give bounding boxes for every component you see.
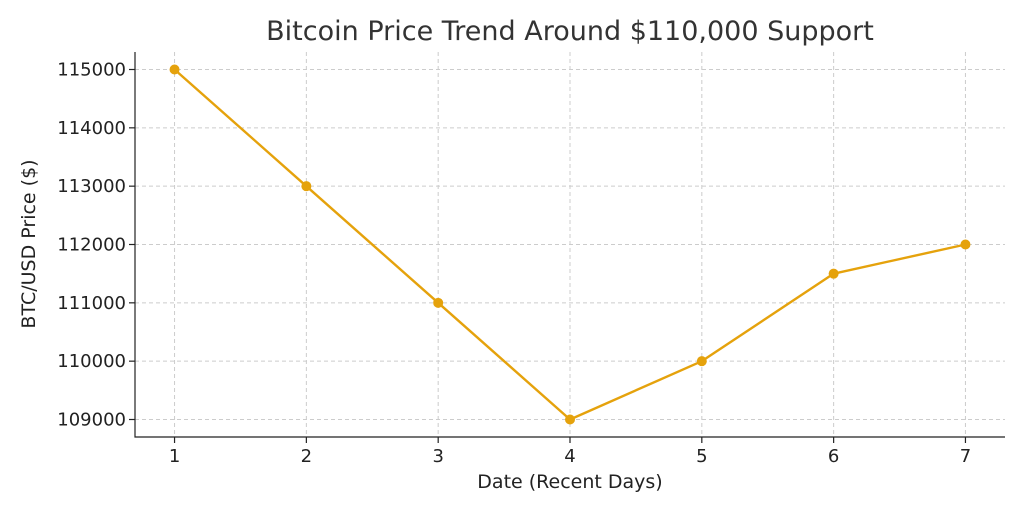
x-tick-label: 5 — [696, 446, 707, 467]
y-tick-label: 112000 — [57, 235, 126, 256]
y-axis-ticks: 109000 110000 111000 112000 113000 114000 1150… — [57, 60, 135, 431]
x-axis-label: Date (Recent Days) — [477, 471, 662, 493]
axes — [134, 52, 1005, 438]
x-tick-label: 2 — [301, 446, 312, 467]
x-tick-label: 1 — [169, 446, 180, 467]
grid-lines — [135, 52, 1005, 437]
data-point — [169, 64, 180, 75]
y-tick-label: 109000 — [57, 410, 126, 431]
y-tick-label: 115000 — [57, 60, 126, 81]
data-point — [565, 414, 575, 425]
x-axis-ticks: 1 2 3 4 5 6 7 — [169, 437, 971, 467]
chart-title: Bitcoin Price Trend Around $110,000 Supp… — [266, 16, 874, 47]
y-axis-label: BTC/USD Price ($) — [18, 159, 40, 328]
y-tick-label: 114000 — [57, 118, 126, 139]
data-point — [828, 268, 839, 279]
y-tick-label: 113000 — [57, 176, 126, 197]
x-tick-label: 7 — [960, 446, 971, 467]
y-tick-label: 111000 — [57, 293, 126, 314]
data-point — [301, 181, 312, 192]
data-point — [433, 297, 444, 308]
x-tick-label: 3 — [432, 446, 443, 467]
x-tick-label: 6 — [828, 446, 839, 467]
y-tick-label: 110000 — [57, 351, 126, 372]
x-tick-label: 4 — [564, 446, 575, 467]
data-point — [960, 239, 971, 250]
series-group — [169, 64, 971, 425]
axis-spine — [134, 52, 1005, 438]
data-point — [696, 356, 707, 367]
